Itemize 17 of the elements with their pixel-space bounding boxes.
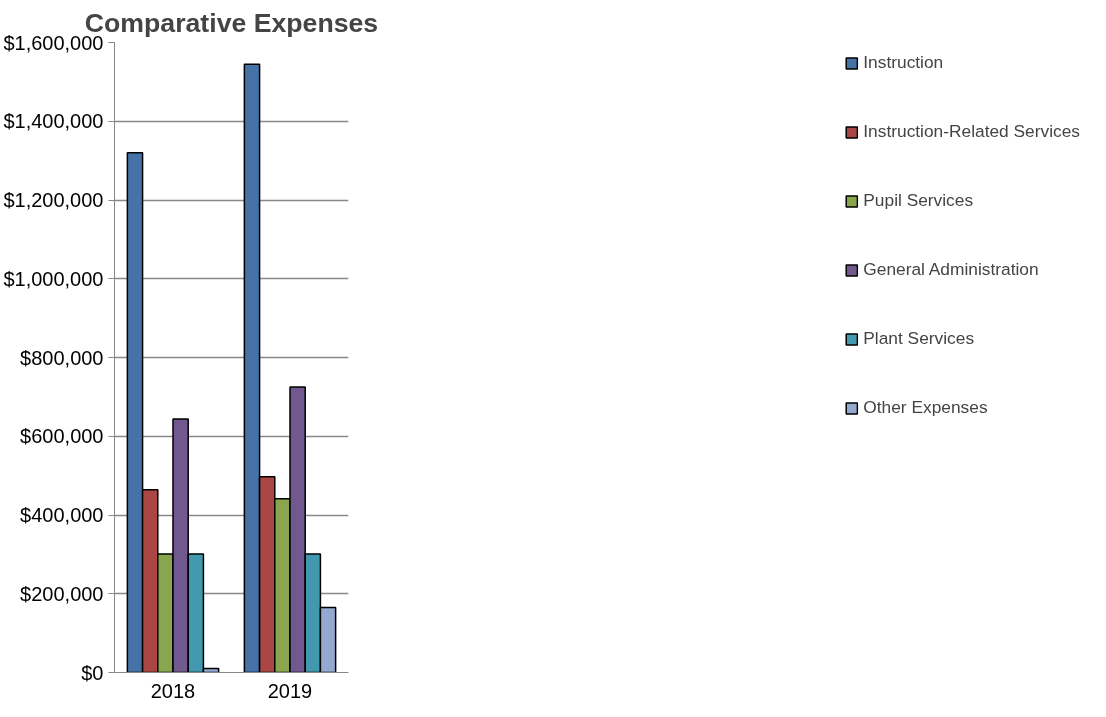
y-tick-label: $200,000 <box>20 582 104 605</box>
legend-label: Pupil Services <box>863 190 974 211</box>
legend-label: General Administration <box>863 259 1039 280</box>
y-tick-label: $1,200,000 <box>3 189 104 211</box>
y-tick-label: $1,000,000 <box>3 267 104 290</box>
x-tick-label: 2019 <box>267 679 313 702</box>
y-tick-label: $1,400,000 <box>3 110 104 133</box>
y-tick-label: $800,000 <box>20 346 104 369</box>
y-tick-label: $1,600,000 <box>3 31 104 54</box>
legend-label: Instruction <box>863 52 944 73</box>
legend-label: Instruction-Related Services <box>863 121 1080 142</box>
y-tick-label: $400,000 <box>20 504 104 526</box>
x-tick-label: 2018 <box>150 679 196 702</box>
y-tick-label: $0 <box>81 661 104 684</box>
y-tick-label: $600,000 <box>20 425 104 448</box>
legend-label: Plant Services <box>863 328 975 349</box>
legend-label: Other Expenses <box>863 397 988 418</box>
